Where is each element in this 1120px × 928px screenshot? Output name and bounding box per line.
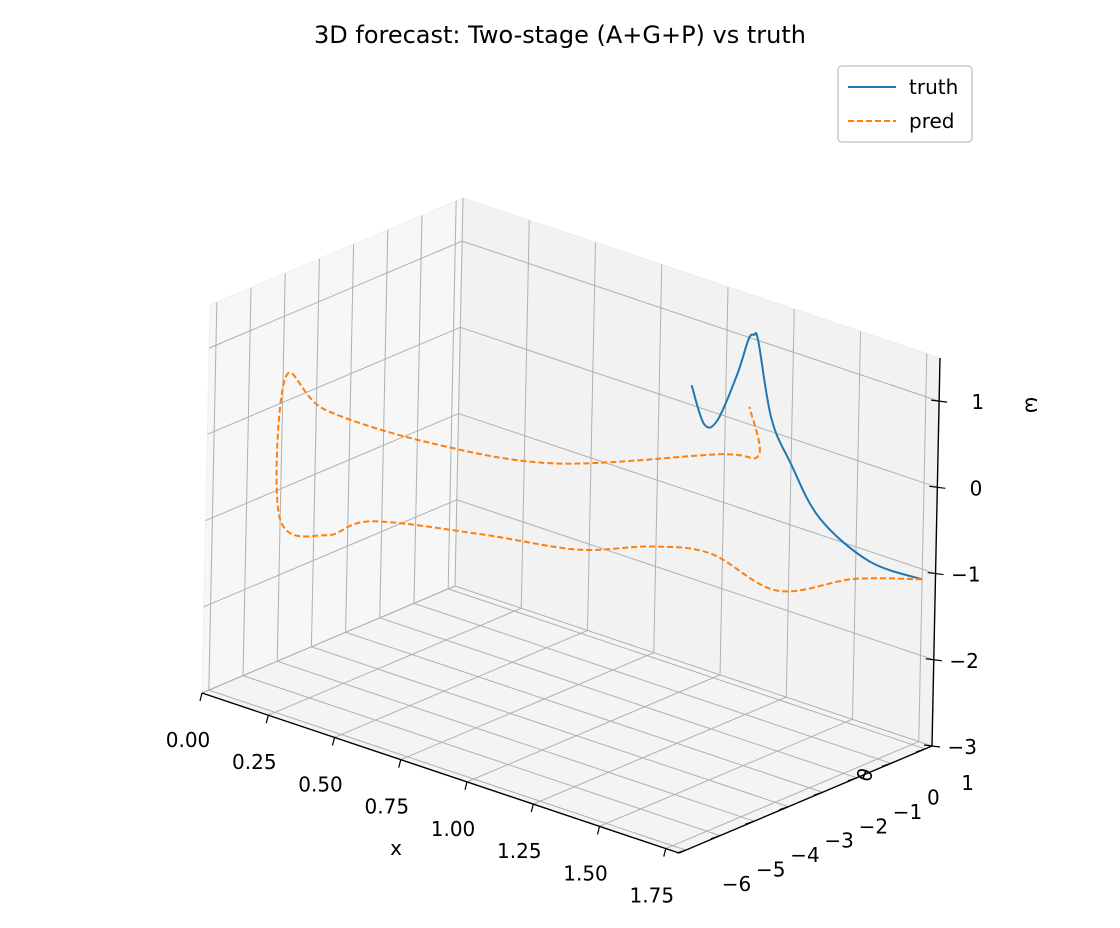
grid-line-z-back — [456, 499, 934, 661]
grid-line-y-left — [345, 244, 355, 633]
x-tick-label: 1.00 — [431, 817, 476, 841]
grid-line-x-back — [454, 197, 464, 587]
grid-line-y-left — [447, 200, 457, 589]
x-tick-mark — [398, 759, 402, 768]
x-tick-label: 0.50 — [298, 772, 343, 796]
grid-line-x-back — [785, 309, 795, 698]
x-tick-mark — [464, 781, 468, 791]
grid-line-y-floor — [242, 675, 721, 837]
grid-line-y-floor — [345, 631, 823, 793]
x-tick-label: 1.50 — [563, 861, 608, 885]
y-tick-mark — [779, 806, 789, 811]
grid-line-x-floor — [400, 652, 654, 761]
z-axis-line — [931, 357, 941, 747]
series-line-truth — [690, 331, 923, 581]
grid-line-y-floor — [277, 660, 755, 822]
x-tick-mark — [331, 737, 336, 746]
grid-line-y-floor — [311, 646, 789, 808]
y-tick-mark — [745, 820, 755, 825]
x-tick-mark — [265, 715, 269, 724]
y-tick-label: −2 — [859, 814, 888, 838]
grid-line-x-back — [520, 220, 530, 609]
y-tick-mark — [676, 849, 687, 854]
x-tick-label: 1.25 — [497, 839, 542, 863]
grid-line-z-left — [201, 585, 456, 694]
grid-line-z-back — [458, 413, 936, 575]
x-tick-mark — [530, 803, 534, 813]
z-tick-label: 0 — [970, 476, 983, 500]
x-tick-label: 1.75 — [630, 884, 675, 908]
pane-group — [200, 197, 941, 854]
grid-line-z-left — [203, 499, 457, 608]
grid-line-z-back — [460, 326, 938, 488]
x-tick-mark — [663, 848, 667, 857]
z-tick-label: −1 — [951, 563, 980, 587]
y-tick-label: −3 — [824, 829, 853, 853]
x-tick-mark — [596, 826, 601, 835]
chart-title: 3D forecast: Two-stage (A+G+P) vs truth — [314, 21, 806, 49]
x-tick-mark — [199, 692, 203, 702]
x-tick-label: 0.25 — [232, 750, 277, 774]
grid-line-x-floor — [268, 607, 522, 716]
z-tick-label: −2 — [949, 649, 978, 673]
x-tick-label: 0.75 — [365, 795, 410, 819]
z-tick-mark — [923, 744, 941, 748]
series-group — [275, 331, 923, 593]
legend-label-pred: pred — [909, 109, 954, 133]
z-axis-label: ω — [1021, 397, 1045, 414]
grid-group — [201, 197, 940, 851]
grid-line-x-floor — [466, 674, 721, 783]
y-tick-label: −6 — [722, 872, 751, 896]
x-tick-label: 0.00 — [166, 728, 211, 752]
grid-line-y-floor — [448, 588, 926, 750]
z-tick-mark — [931, 399, 948, 403]
legend: truth pred — [837, 65, 973, 143]
z-tick-mark — [927, 571, 944, 576]
grid-line-y-floor — [379, 617, 857, 779]
y-tick-mark — [881, 762, 892, 767]
grid-line-x-floor — [334, 629, 588, 738]
y-tick-mark — [847, 777, 857, 782]
grid-line-y-left — [276, 273, 286, 662]
grid-line-y-left — [242, 287, 252, 676]
grid-line-x-back — [852, 331, 861, 720]
grid-line-z-back — [461, 240, 940, 402]
series-line-pred — [275, 371, 922, 593]
grid-line-x-floor — [665, 741, 919, 850]
z-tick-label: 1 — [971, 390, 984, 414]
grid-line-z-back — [454, 585, 933, 747]
grid-line-x-floor — [599, 718, 853, 827]
y-tick-mark — [710, 835, 721, 840]
grid-line-y-floor — [413, 602, 892, 764]
grid-line-x-back — [719, 286, 729, 675]
grid-line-z-left — [205, 413, 459, 522]
grid-line-z-left — [208, 240, 463, 349]
y-tick-label: 1 — [961, 771, 974, 795]
y-tick-label: 0 — [927, 785, 940, 809]
z-tick-label: −3 — [948, 735, 977, 759]
grid-line-y-left — [208, 302, 218, 691]
grid-line-y-left — [379, 229, 389, 618]
y-tick-label: −1 — [893, 800, 922, 824]
y-tick-label: −5 — [756, 858, 785, 882]
z-tick-mark — [925, 658, 942, 662]
z-tick-mark — [929, 485, 946, 489]
axes-group: 0.000.250.500.751.001.251.501.75 −6−5−4−3… — [166, 357, 984, 908]
grid-line-y-floor — [208, 689, 686, 851]
y-tick-label: −4 — [790, 843, 819, 867]
grid-line-x-back — [587, 242, 596, 631]
legend-frame — [837, 65, 973, 143]
y-tick-mark — [813, 791, 823, 796]
grid-line-x-back — [918, 353, 928, 742]
y-tick-mark — [915, 748, 926, 753]
x-axis-label: x — [390, 836, 402, 860]
grid-line-z-left — [207, 326, 461, 435]
grid-line-x-floor — [533, 696, 787, 805]
grid-line-y-left — [310, 258, 320, 647]
legend-label-truth: truth — [909, 75, 958, 99]
grid-line-y-left — [413, 215, 423, 604]
